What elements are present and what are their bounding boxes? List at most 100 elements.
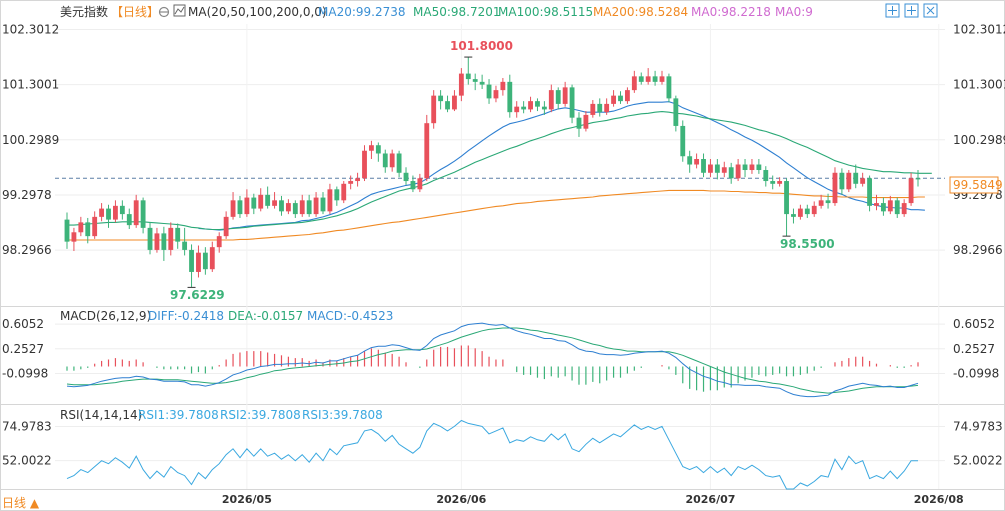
candle-body — [279, 200, 284, 212]
macd-dea-line — [66, 327, 919, 394]
rsi-tick-label-left: 52.0022 — [2, 454, 52, 468]
macd-tick-label-right: 0.6052 — [953, 317, 995, 331]
candle-body — [860, 178, 866, 184]
rsi-tick-label-right: 52.0022 — [953, 454, 1003, 468]
candle-body — [832, 172, 838, 204]
candle-body — [645, 76, 651, 82]
settings-icon[interactable] — [158, 6, 170, 18]
macd-tick-label-right: 0.2527 — [953, 342, 995, 356]
candle-body — [818, 200, 824, 206]
candle-body — [85, 222, 91, 237]
macd-diff-line — [66, 322, 919, 398]
candle-body — [355, 178, 361, 182]
price-tick-label-left: 98.2966 — [2, 243, 52, 257]
candle-body — [797, 208, 803, 217]
macd-macd-value: MACD:-0.4523 — [307, 309, 393, 323]
price-tick-label-left: 99.2978 — [2, 188, 52, 202]
candle-body — [306, 200, 312, 215]
candle-body — [175, 227, 181, 242]
price-tick-label-left: 102.3012 — [2, 22, 59, 36]
candle-body — [597, 103, 603, 113]
rsi2-value: RSI2:39.7808 — [220, 408, 301, 422]
candle-body — [202, 252, 208, 270]
candle-body — [369, 145, 374, 151]
rsi-tick-label-left: 74.9783 — [2, 419, 52, 433]
candle-body — [604, 103, 610, 113]
candle-body — [486, 84, 492, 99]
time-tick-label: 2026/07 — [685, 493, 735, 506]
candle-body — [708, 164, 713, 173]
candle-body — [348, 181, 354, 184]
candle-body — [334, 189, 340, 201]
add-icon[interactable] — [904, 3, 919, 18]
candle-body — [230, 200, 236, 217]
candle-body — [500, 81, 506, 91]
candle-body — [901, 203, 907, 215]
high-annotation: 101.8000 — [450, 39, 513, 53]
candle-body — [431, 95, 437, 124]
candle-body — [673, 98, 679, 126]
candle-body — [92, 216, 98, 237]
candle-body — [223, 216, 229, 237]
period-label[interactable]: 【日线】 — [111, 5, 159, 19]
candle-body — [113, 205, 118, 220]
candle-body — [714, 164, 720, 173]
candle-body — [569, 87, 575, 118]
rsi3-value: RSI3:39.7808 — [302, 408, 383, 422]
candle-body — [631, 76, 637, 91]
ma200-value: MA200:98.5284 — [593, 5, 688, 19]
candle-body — [362, 150, 367, 179]
candle-body — [562, 87, 568, 104]
candle-body — [99, 208, 105, 217]
ma-line-ma20 — [198, 101, 925, 231]
candle-body — [728, 167, 734, 179]
ma0-value-a: MA0:98.2218 — [691, 5, 771, 19]
candle-body — [846, 172, 852, 190]
candle-body — [784, 181, 789, 215]
candle-body — [452, 95, 457, 110]
candle-body — [396, 153, 402, 173]
rsi1-value: RSI1:39.7808 — [138, 408, 219, 422]
candle-body — [313, 197, 319, 215]
candle-body — [652, 76, 658, 82]
candle-body — [327, 189, 333, 212]
candle-body — [507, 81, 513, 113]
candle-body — [258, 194, 264, 209]
close-icon[interactable] — [923, 3, 938, 18]
candle-body — [189, 249, 194, 272]
candle-body — [853, 172, 859, 184]
price-panel — [64, 56, 932, 288]
price-tick-label-left: 100.2989 — [2, 133, 59, 147]
candle-body — [624, 90, 630, 102]
price-tick-label-right: 100.2989 — [953, 133, 1005, 147]
chart-type-icon[interactable] — [173, 4, 186, 17]
ma100-value: MA100:98.5115 — [498, 5, 593, 19]
candle-body — [777, 181, 783, 184]
move-icon[interactable] — [885, 3, 900, 18]
rsi-panel — [66, 419, 918, 490]
candle-body — [438, 95, 444, 102]
last-price-value: 99.5849 — [953, 178, 1003, 192]
candle-body — [292, 203, 298, 215]
candle-body — [908, 178, 914, 204]
price-tick-label-left: 101.3001 — [2, 78, 59, 92]
rsi-line-rsi1 — [66, 419, 918, 490]
low-annotation-1: 97.6229 — [170, 288, 225, 302]
ma-line-ma200 — [67, 189, 925, 241]
axis-labels: 102.3012 102.3012 101.3001 101.3001 100.2989… — [2, 22, 1005, 506]
candle-body — [687, 156, 693, 165]
candle-body — [514, 106, 520, 113]
ma-line-ma50 — [67, 111, 932, 231]
candle-body — [458, 73, 464, 96]
candle-body — [209, 247, 215, 270]
candle-body — [424, 123, 430, 179]
candle-body — [445, 101, 450, 110]
candle-body — [168, 227, 174, 250]
candle-body — [493, 90, 499, 99]
macd-params: MACD(26,12,9) — [60, 309, 151, 323]
price-tick-label-right: 98.2966 — [953, 243, 1003, 257]
time-tick-label: 2026/06 — [436, 493, 486, 506]
macd-tick-label-left: 0.6052 — [2, 317, 44, 331]
candle-body — [887, 200, 893, 212]
period-toggle-button[interactable]: 日线 ▲ — [2, 496, 40, 510]
